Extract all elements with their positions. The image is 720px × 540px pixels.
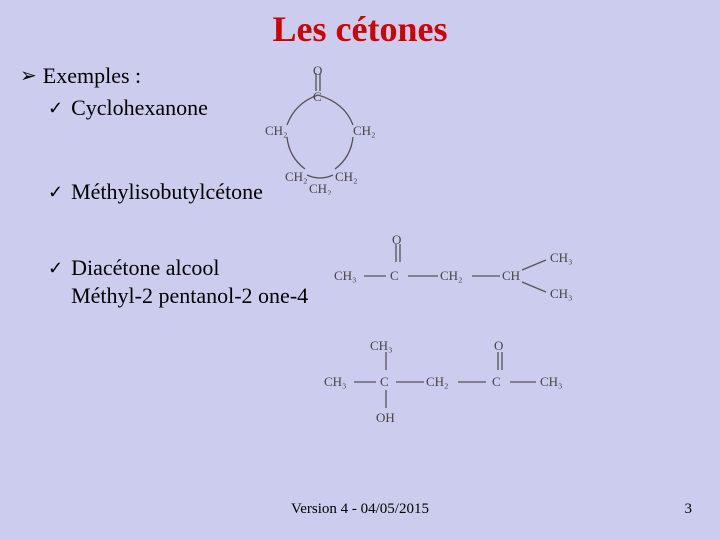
svg-text:O: O (392, 232, 401, 247)
svg-text:CH₂: CH₂ (309, 181, 332, 195)
main-bullet-text: Exemples : (43, 62, 141, 90)
sub-label-1: Cyclohexanone (71, 94, 208, 122)
check-icon: ✓ (48, 254, 63, 282)
diacetone-diagram: CH₃ CH₃ C OH CH₂ O C CH₃ (320, 334, 610, 434)
sub-label-3-line1: Diacétone alcool (71, 255, 219, 280)
sub-label-3: Diacétone alcool Méthyl-2 pentanol-2 one… (71, 254, 308, 310)
svg-text:C: C (313, 89, 322, 104)
arrow-bullet-icon: ➢ (20, 62, 37, 90)
footer-page-number: 3 (685, 501, 693, 518)
cyclohexanone-diagram: O C CH₂ CH₂ CH₂ CH₂ CH₂ (255, 65, 385, 195)
svg-text:CH₃: CH₃ (550, 286, 573, 301)
svg-text:CH₂: CH₂ (265, 123, 288, 138)
svg-text:CH₂: CH₂ (335, 169, 358, 184)
sub-label-3-line2: Méthyl-2 pentanol-2 one-4 (71, 283, 308, 308)
svg-text:CH₃: CH₃ (540, 374, 563, 389)
sub-label-2: Méthylisobutylcétone (71, 178, 263, 206)
svg-text:CH: CH (502, 268, 520, 283)
svg-text:CH₃: CH₃ (550, 250, 573, 265)
svg-text:CH₂: CH₂ (426, 374, 449, 389)
mibk-diagram: O CH₃ C CH₂ CH CH₃ CH₃ (330, 232, 590, 312)
footer-version: Version 4 - 04/05/2015 (0, 501, 720, 518)
svg-text:CH₂: CH₂ (353, 123, 376, 138)
check-icon: ✓ (48, 94, 63, 122)
svg-text:C: C (390, 268, 399, 283)
svg-text:CH₂: CH₂ (285, 169, 308, 184)
svg-text:CH₃: CH₃ (324, 374, 347, 389)
svg-text:CH₃: CH₃ (334, 268, 357, 283)
svg-text:O: O (494, 338, 503, 353)
svg-text:CH₂: CH₂ (440, 268, 463, 283)
page-title: Les cétones (0, 0, 720, 50)
svg-text:C: C (492, 374, 501, 389)
svg-text:C: C (380, 374, 389, 389)
check-icon: ✓ (48, 178, 63, 206)
svg-text:OH: OH (376, 410, 395, 425)
svg-text:O: O (313, 65, 322, 78)
svg-text:CH₃: CH₃ (370, 338, 393, 353)
